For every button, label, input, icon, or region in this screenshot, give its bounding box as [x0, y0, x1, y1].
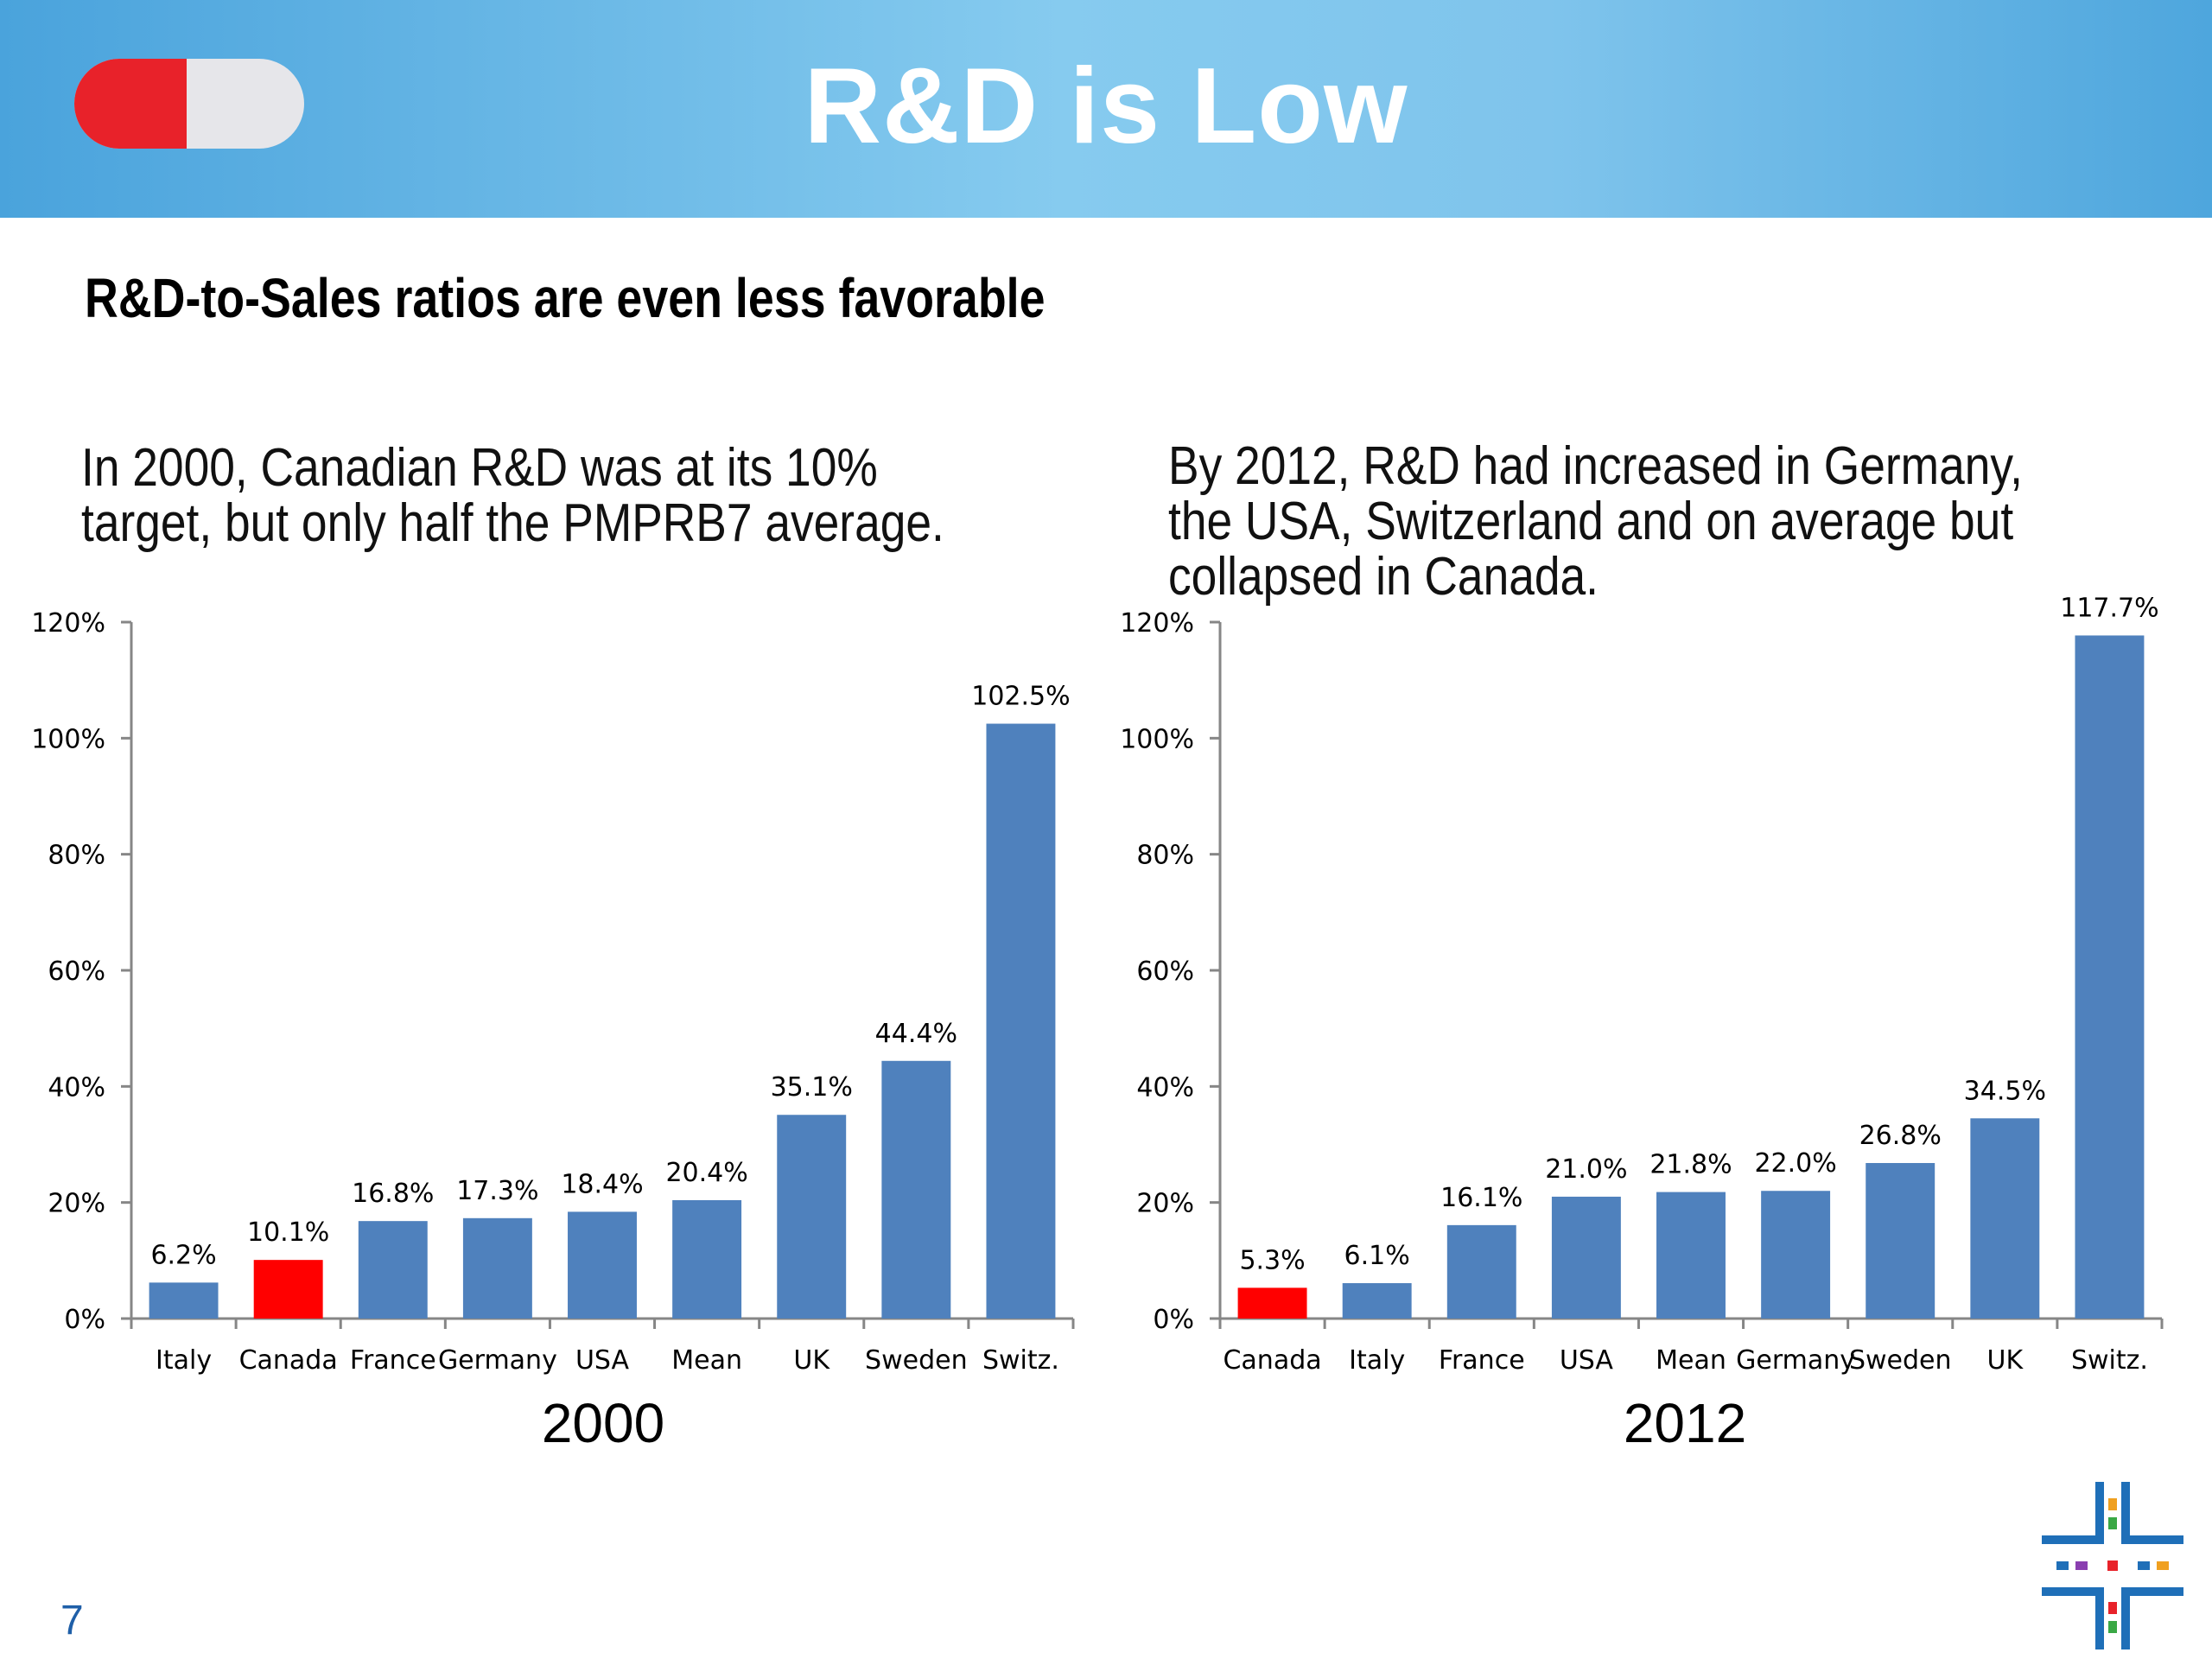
- y-tick-label-2000-2: 40%: [48, 1072, 105, 1103]
- y-tick-label-2012-6: 120%: [1120, 608, 1194, 639]
- data-label-2012-8: 117.7%: [2060, 593, 2158, 623]
- bar-2012-usa: [1551, 1196, 1621, 1319]
- y-tick-label-2000-0: 0%: [64, 1305, 105, 1335]
- data-label-2012-1: 6.1%: [1344, 1241, 1410, 1271]
- y-tick-label-2012-3: 60%: [1136, 957, 1194, 987]
- bar-2012-switz: [2075, 635, 2145, 1319]
- category-label-2000-2: France: [350, 1345, 436, 1376]
- capsule-icon: [74, 59, 304, 149]
- chart-2000-plot: 0% 20% 40% 60% 80% 100% 120% 6.2% Italy 10.1% Cana…: [31, 608, 1075, 1376]
- y-tick-label-2000-5: 100%: [31, 724, 105, 754]
- data-label-2012-4: 21.8%: [1649, 1150, 1732, 1180]
- data-label-2000-1: 10.1%: [247, 1217, 329, 1248]
- data-label-2012-6: 26.8%: [1859, 1121, 1942, 1151]
- category-label-2000-6: UK: [793, 1345, 830, 1376]
- data-label-2000-4: 18.4%: [561, 1169, 643, 1199]
- data-label-2012-5: 22.0%: [1754, 1148, 1836, 1179]
- y-tick-label-2012-0: 0%: [1153, 1305, 1194, 1335]
- chart-2000-year-label: 2000: [541, 1392, 665, 1454]
- category-label-2012-4: Mean: [1656, 1345, 1726, 1376]
- y-tick-label-2012-2: 40%: [1136, 1072, 1194, 1103]
- data-label-2000-8: 102.5%: [971, 682, 1070, 712]
- category-label-2012-0: Canada: [1223, 1345, 1321, 1376]
- category-label-2000-1: Canada: [239, 1345, 338, 1376]
- y-tick-label-2012-5: 100%: [1120, 724, 1194, 754]
- bar-2012-germany: [1761, 1191, 1831, 1319]
- y-tick-label-2000-6: 120%: [31, 608, 105, 639]
- bar-2000-usa: [568, 1211, 637, 1319]
- bar-2000-mean: [672, 1199, 742, 1319]
- data-label-2000-3: 17.3%: [456, 1176, 538, 1206]
- y-tick-label-2000-1: 20%: [48, 1189, 105, 1219]
- bar-2000-france: [358, 1221, 428, 1319]
- category-label-2000-3: Germany: [438, 1345, 557, 1376]
- bar-2000-italy: [149, 1282, 219, 1319]
- slide-title: R&D is Low: [804, 47, 1408, 166]
- title-banner: R&D is Low: [0, 0, 2212, 218]
- page-number: 7: [60, 1598, 84, 1643]
- bar-2012-france: [1446, 1224, 1516, 1319]
- category-label-2000-0: Italy: [156, 1345, 212, 1376]
- bar-2000-germany: [462, 1217, 532, 1319]
- category-label-2012-1: Italy: [1349, 1345, 1405, 1376]
- category-label-2000-8: Switz.: [982, 1345, 1059, 1376]
- right-description: By 2012, R&D had increased in Germany, t…: [1168, 436, 2023, 607]
- category-label-2012-5: Germany: [1736, 1345, 1855, 1376]
- data-label-2012-3: 21.0%: [1545, 1154, 1627, 1185]
- y-tick-label-2000-4: 80%: [48, 841, 105, 871]
- data-label-2012-7: 34.5%: [1964, 1076, 2046, 1106]
- category-label-2012-2: France: [1439, 1345, 1525, 1376]
- left-description: In 2000, Canadian R&D was at its 10% tar…: [81, 438, 944, 553]
- data-label-2012-2: 16.1%: [1440, 1183, 1522, 1213]
- category-label-2012-8: Switz.: [2071, 1345, 2148, 1376]
- category-label-2012-6: Sweden: [1849, 1345, 1952, 1376]
- y-tick-label-2000-3: 60%: [48, 957, 105, 987]
- chart-2012-year-label: 2012: [1623, 1392, 1747, 1454]
- bar-2012-canada: [1237, 1287, 1307, 1319]
- category-label-2012-7: UK: [1987, 1345, 2024, 1376]
- category-label-2012-3: USA: [1560, 1345, 1614, 1376]
- bar-2012-sweden: [1866, 1162, 1936, 1319]
- bar-2000-sweden: [881, 1060, 951, 1319]
- bar-2012-uk: [1970, 1118, 2040, 1319]
- category-label-2000-5: Mean: [671, 1345, 742, 1376]
- bar-2000-uk: [777, 1115, 847, 1319]
- bar-2012-italy: [1342, 1283, 1412, 1319]
- slide-subtitle: R&D-to-Sales ratios are even less favora…: [85, 267, 1046, 329]
- category-label-2000-4: USA: [575, 1345, 630, 1376]
- category-label-2000-7: Sweden: [865, 1345, 968, 1376]
- data-label-2000-0: 6.2%: [150, 1240, 216, 1270]
- data-label-2000-2: 16.8%: [352, 1179, 434, 1209]
- chart-2012: 0% 20% 40% 60% 80% 100% 120% 5.3% Canada 6.1% Ital…: [1115, 588, 2195, 1486]
- bar-2000-canada: [253, 1260, 323, 1319]
- data-label-2000-5: 20.4%: [665, 1158, 747, 1188]
- chart-2012-plot: 0% 20% 40% 60% 80% 100% 120% 5.3% Canada 6.1% Ital…: [1120, 593, 2164, 1376]
- chart-2000: 0% 20% 40% 60% 80% 100% 120% 6.2% Italy 10.1% Cana…: [26, 588, 1106, 1486]
- data-label-2000-7: 44.4%: [875, 1019, 957, 1049]
- bar-2012-mean: [1656, 1192, 1726, 1319]
- data-label-2000-6: 35.1%: [771, 1072, 853, 1103]
- data-label-2012-0: 5.3%: [1239, 1245, 1305, 1275]
- y-tick-label-2012-1: 20%: [1136, 1189, 1194, 1219]
- bar-2000-switz: [986, 723, 1056, 1319]
- cross-grid-logo-icon: [2042, 1482, 2183, 1649]
- y-tick-label-2012-4: 80%: [1136, 841, 1194, 871]
